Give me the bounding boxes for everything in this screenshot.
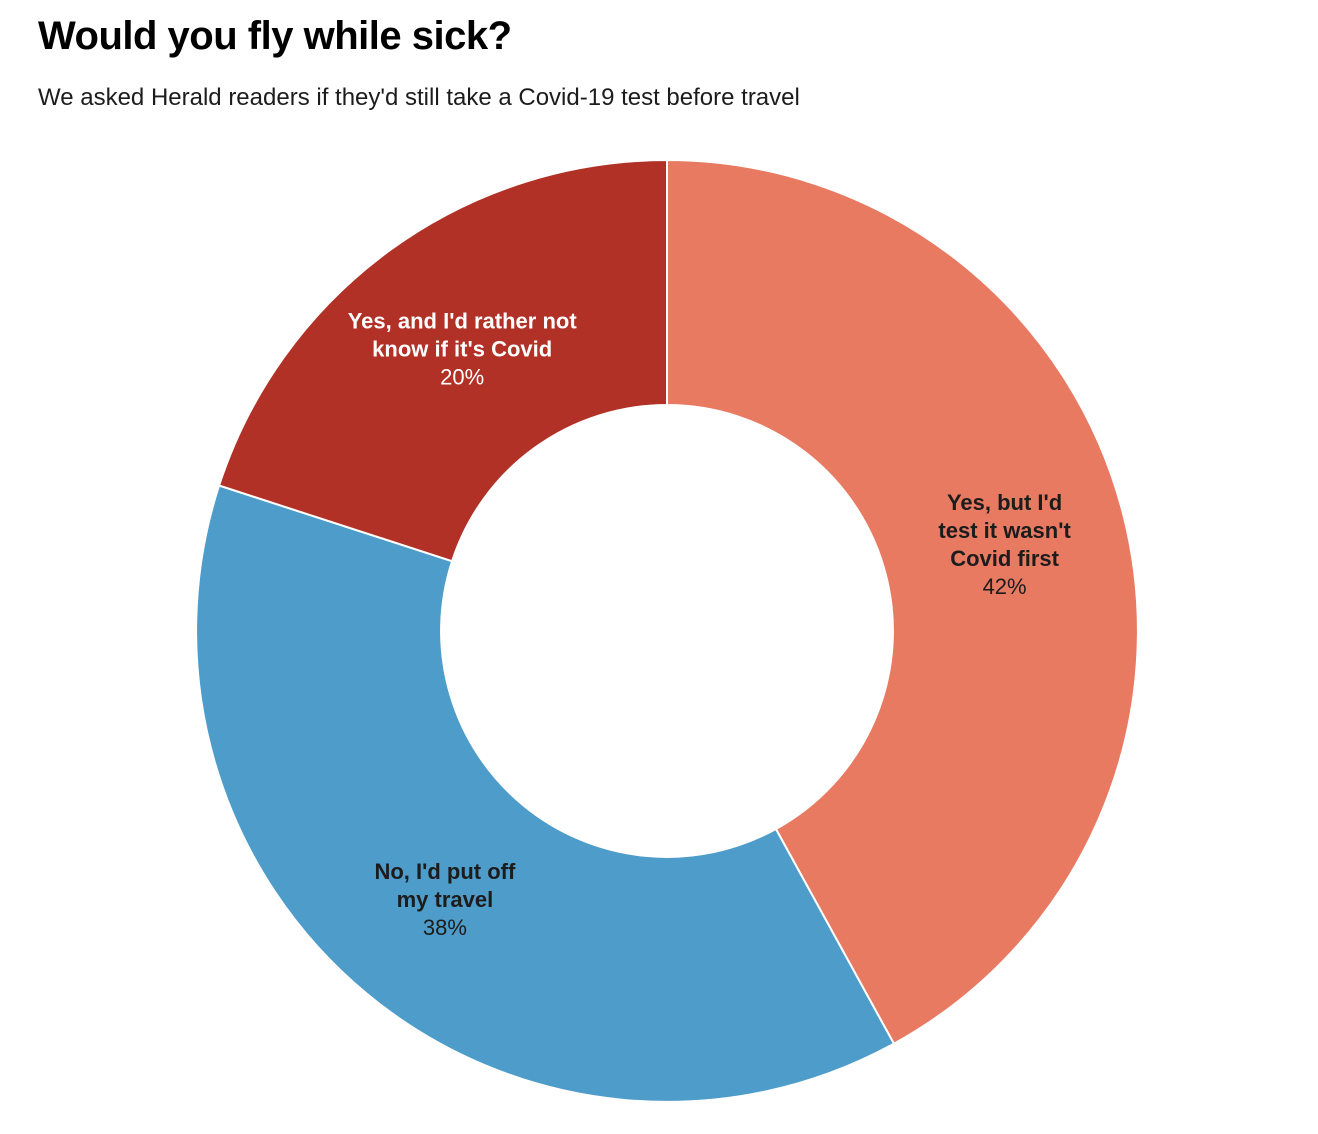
donut-segment-yes-rather-not-know[interactable] [217,158,668,563]
donut-segment-label-yes-test-first: Yes, but I'd test it wasn't Covid first 42% [938,490,1071,599]
donut-segment-label-yes-rather-not-know: Yes, and I'd rather not know if it's Covi… [348,309,578,390]
donut-segment-no-put-off-travel[interactable] [195,484,896,1103]
chart-subtitle: We asked Herald readers if they'd still … [38,84,800,111]
donut-segment-label-no-put-off-travel: No, I'd put off my travel 38% [374,859,516,940]
chart-title: Would you fly while sick? [38,14,512,58]
donut-segment-yes-test-first[interactable] [666,158,1139,1046]
